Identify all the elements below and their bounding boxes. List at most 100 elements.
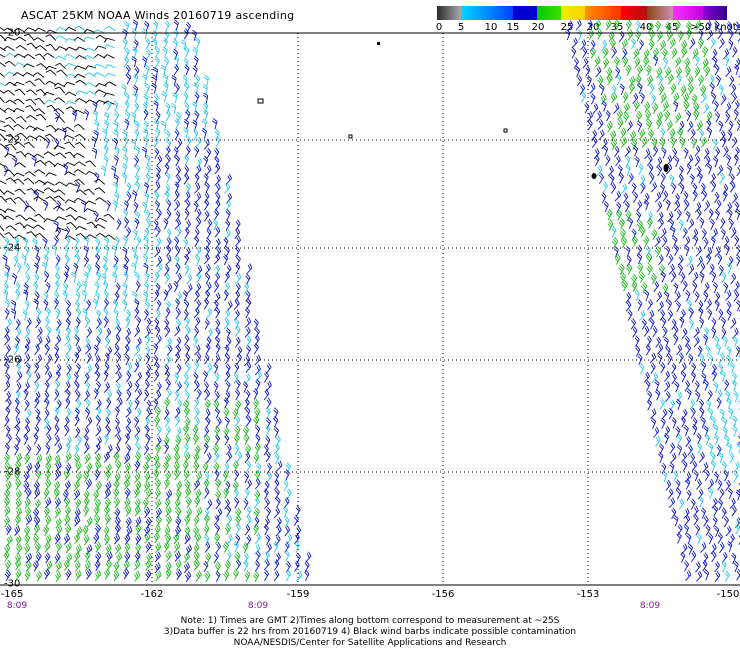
wind-barb <box>698 317 705 329</box>
wind-barb <box>185 219 191 231</box>
wind-barb <box>16 116 27 123</box>
wind-barb <box>116 552 123 564</box>
wind-barb <box>64 141 75 149</box>
wind-barb <box>184 253 190 266</box>
wind-barb <box>45 534 52 546</box>
wind-barb <box>80 199 87 211</box>
wind-barb <box>730 317 737 329</box>
wind-barb <box>625 209 632 222</box>
wind-barb <box>64 199 76 204</box>
wind-barb <box>622 56 629 68</box>
wind-barb <box>711 180 717 193</box>
wind-barb <box>729 497 736 509</box>
wind-barb <box>244 373 251 385</box>
wind-barb <box>35 444 42 456</box>
wind-barb <box>696 165 702 178</box>
wind-barb <box>677 263 683 276</box>
wind-barb <box>4 462 11 474</box>
wind-barb <box>222 470 229 482</box>
wind-barb <box>679 309 686 321</box>
wind-barb <box>74 351 80 364</box>
wind-barb <box>735 345 740 357</box>
wind-barb <box>649 318 655 330</box>
wind-barb <box>675 300 681 313</box>
wind-barb <box>162 73 169 85</box>
wind-barb <box>134 472 141 484</box>
wind-barb <box>213 514 220 526</box>
wind-barb <box>602 47 609 59</box>
wind-barb <box>106 397 112 409</box>
wind-barb <box>252 523 259 535</box>
wind-barb <box>16 543 23 555</box>
wind-barb <box>627 309 633 321</box>
wind-barb <box>130 138 137 150</box>
wind-barb <box>184 165 190 177</box>
wind-barb <box>64 381 71 393</box>
wind-barb <box>585 65 591 77</box>
wind-barb <box>706 29 714 41</box>
wind-barb <box>650 408 657 420</box>
wind-barb <box>706 253 712 265</box>
wind-barb <box>66 106 78 113</box>
wind-barb <box>296 570 303 582</box>
wind-barb <box>184 191 191 203</box>
wind-barb <box>725 102 732 114</box>
wind-barb <box>124 327 132 339</box>
wind-barb <box>654 20 661 32</box>
wind-barb <box>184 525 191 538</box>
wind-barb <box>182 460 189 472</box>
wind-barb <box>175 415 181 427</box>
wind-barb <box>688 264 695 276</box>
wind-barb <box>661 48 668 60</box>
wind-barb <box>632 144 639 157</box>
wind-barb <box>43 417 50 430</box>
wind-barb <box>598 172 604 185</box>
wind-barb <box>175 226 182 239</box>
wind-barb <box>684 244 690 257</box>
wind-barb <box>4 470 11 483</box>
wind-barb <box>714 291 721 303</box>
wind-barb <box>122 154 129 166</box>
wind-barb <box>720 316 727 329</box>
wind-barb <box>55 152 67 159</box>
wind-barb <box>607 165 614 177</box>
wind-barb <box>234 309 240 321</box>
wind-barb <box>669 174 675 186</box>
wind-barb <box>165 550 172 562</box>
wind-barb <box>132 84 139 96</box>
wind-barb <box>738 398 740 410</box>
wind-barb <box>723 515 729 528</box>
wind-barb <box>112 299 119 311</box>
wind-barb <box>671 47 678 59</box>
color-swatch-30 <box>585 6 621 20</box>
pass-time-label: 8:09 <box>6 601 28 611</box>
wind-barb <box>696 478 702 490</box>
wind-barb <box>102 264 108 276</box>
wind-barb <box>214 163 221 175</box>
wind-barb <box>3 380 11 392</box>
wind-barb <box>701 462 709 473</box>
wind-barb <box>683 191 689 203</box>
wind-barb <box>726 300 732 313</box>
wind-barb <box>23 525 30 537</box>
wind-barb <box>192 433 199 445</box>
wind-barb <box>183 406 190 418</box>
wind-barb <box>95 406 102 418</box>
wind-barb <box>203 253 210 265</box>
wind-barb <box>673 92 680 104</box>
wind-barb <box>627 29 634 41</box>
wind-barb <box>74 489 81 501</box>
wind-barb <box>711 370 717 382</box>
wind-barb <box>141 146 148 158</box>
wind-barb <box>75 345 82 357</box>
wind-barb <box>165 237 172 249</box>
wind-barb <box>62 290 68 302</box>
wind-barb <box>54 469 62 481</box>
wind-barb <box>125 407 132 418</box>
wind-barb <box>145 541 152 553</box>
wind-barb <box>44 397 50 410</box>
wind-barb <box>691 460 698 472</box>
wind-barb <box>234 425 241 437</box>
wind-barb <box>232 480 239 493</box>
wind-barb <box>65 214 77 221</box>
